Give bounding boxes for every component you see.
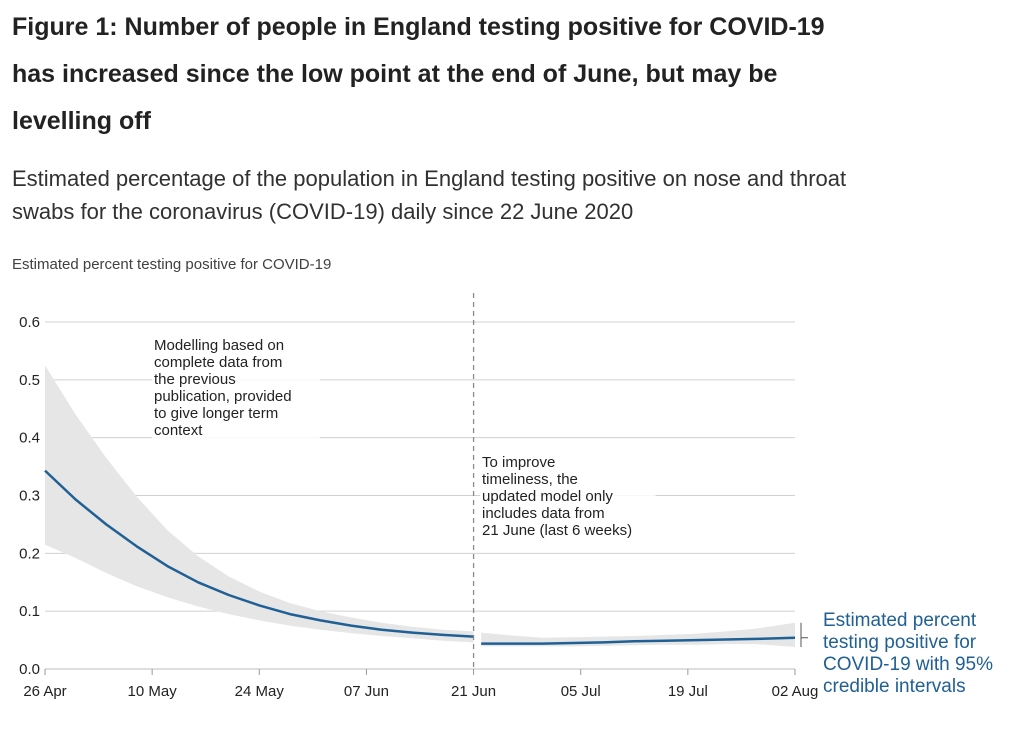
chart-subtitle: Estimated percentage of the population i… [12, 166, 847, 224]
annotation-line: timeliness, the [482, 471, 578, 488]
y-tick-label: 0.0 [19, 661, 40, 678]
annotation-line: updated model only [482, 488, 613, 505]
y-tick-label: 0.3 [19, 488, 40, 505]
y-axis-ticks: 0.0 0.1 0.2 0.3 0.4 0.5 0.6 [19, 314, 40, 678]
x-tick-label: 21 Jun [451, 683, 496, 700]
annotation-text: To improve timeliness, the updated model o… [482, 454, 632, 539]
annotation-line: To improve [482, 454, 555, 471]
y-tick-label: 0.5 [19, 372, 40, 389]
annotation-line: complete data from [154, 354, 282, 371]
annotation-line: context [154, 422, 203, 439]
series-label: Estimated percent testing positive for COV… [800, 610, 993, 697]
credible-interval-band [45, 365, 474, 643]
annotation-background [152, 336, 320, 442]
x-tick-label: 02 Aug [772, 683, 819, 700]
series-label-line: credible intervals [823, 676, 966, 697]
annotation-line: publication, provided [154, 388, 292, 405]
series-label-line: testing positive for [823, 632, 977, 653]
chart-annotations: Modelling based on complete data from the … [152, 336, 656, 542]
annotation-line: 21 June (last 6 weeks) [482, 522, 632, 539]
x-axis-ticks: 26 Apr 10 May 24 May 07 Jun 21 Jun 05 Jul 19 J… [23, 669, 818, 700]
x-tick-label: 19 Jul [668, 683, 708, 700]
y-tick-label: 0.1 [19, 603, 40, 620]
x-tick-label: 26 Apr [23, 683, 66, 700]
x-tick-label: 07 Jun [344, 683, 389, 700]
series-label-text: Estimated percent testing positive for COV… [823, 610, 993, 697]
x-tick-label: 10 May [128, 683, 178, 700]
series-line [44, 469, 474, 638]
x-tick-label: 24 May [235, 683, 285, 700]
series-line [481, 636, 796, 645]
y-tick-label: 0.2 [19, 545, 40, 562]
annotation-text: Modelling based on complete data from the … [154, 337, 292, 439]
annotation-line: to give longer term [154, 405, 278, 422]
y-axis-label: Estimated percent testing positive for C… [12, 256, 332, 273]
y-tick-label: 0.4 [19, 430, 40, 447]
annotation-line: Modelling based on [154, 337, 284, 354]
annotation-line: includes data from [482, 505, 605, 522]
series-label-line: Estimated percent [823, 610, 977, 631]
annotation-background [480, 453, 656, 542]
series-lines [44, 469, 796, 645]
y-tick-label: 0.6 [19, 314, 40, 331]
series-label-line: COVID-19 with 95% [823, 654, 993, 675]
chart-title: Figure 1: Number of people in England te… [12, 13, 825, 135]
x-tick-label: 05 Jul [561, 683, 601, 700]
annotation-line: the previous [154, 371, 236, 388]
